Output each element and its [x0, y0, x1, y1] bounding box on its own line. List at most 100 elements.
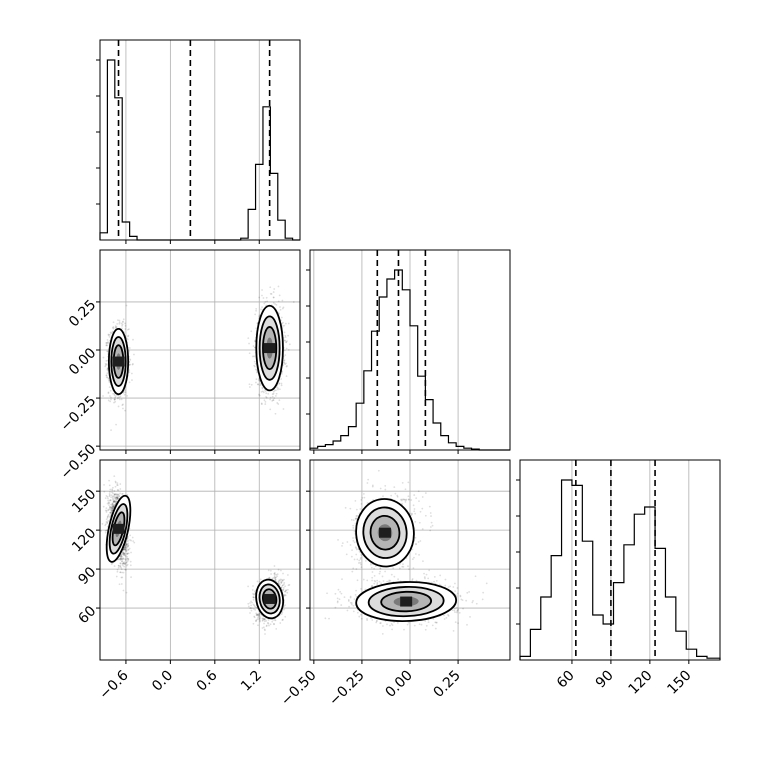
sample-point [113, 394, 116, 397]
sample-point [287, 322, 290, 325]
sample-point [258, 394, 261, 397]
sample-point [275, 389, 277, 392]
sample-point [107, 378, 110, 380]
sample-point [122, 551, 125, 554]
sample-point [122, 562, 125, 565]
sample-point [113, 398, 116, 401]
sample-point [131, 379, 133, 381]
sample-point [273, 619, 276, 621]
sample-point [126, 552, 129, 555]
sample-point [263, 620, 266, 623]
sample-point [124, 324, 127, 327]
sample-point [104, 524, 107, 527]
sample-point [113, 401, 115, 404]
sample-point [105, 363, 108, 366]
sample-point [126, 553, 129, 555]
sample-point [265, 392, 268, 395]
sample-point [105, 523, 107, 526]
sample-point [273, 622, 275, 625]
sample-point [114, 480, 117, 483]
sample-point [120, 322, 123, 325]
sample-point [261, 289, 263, 291]
sample-point [116, 484, 119, 487]
sample-point [111, 488, 113, 491]
panel-frame [99, 39, 301, 241]
density-panel-0-1: −0.50−0.250.000.25 [58, 249, 301, 483]
sample-point [116, 497, 119, 500]
sample-point [122, 553, 124, 556]
sample-point [122, 407, 124, 410]
sample-point [116, 484, 118, 486]
histogram-panel-1 [306, 249, 511, 454]
sample-point [280, 382, 283, 385]
sample-point [258, 617, 261, 620]
sample-point [132, 540, 135, 543]
sample-point [112, 492, 114, 495]
sample-point [283, 331, 286, 334]
sample-point [283, 324, 286, 327]
sample-point [122, 562, 125, 565]
sample-point [112, 499, 115, 502]
sample-point [115, 326, 117, 329]
sample-point [114, 485, 117, 488]
sample-point [110, 429, 112, 431]
sample-point [108, 501, 111, 504]
sample-point [278, 382, 281, 385]
sample-point [273, 573, 276, 576]
sample-point [127, 552, 130, 555]
sample-point [128, 381, 131, 384]
sample-point [129, 534, 132, 537]
sample-point [270, 293, 273, 295]
sample-point [104, 529, 107, 532]
density-core [112, 356, 125, 367]
sample-point [114, 499, 116, 502]
sample-point [256, 614, 259, 616]
sample-point [282, 589, 284, 591]
sample-point [281, 299, 284, 302]
sample-point [284, 354, 287, 357]
sample-point [130, 372, 133, 375]
sample-point [114, 326, 117, 329]
sample-point [261, 294, 263, 297]
sample-point [282, 572, 284, 575]
sample-point [106, 502, 109, 505]
sample-point [122, 562, 125, 565]
sample-point [117, 405, 120, 408]
sample-point [125, 546, 128, 548]
sample-point [129, 560, 132, 563]
sample-point [109, 491, 111, 493]
sample-point [263, 622, 265, 625]
sample-point [114, 497, 117, 500]
sample-point [111, 507, 114, 510]
sample-point [124, 548, 127, 551]
sample-point [113, 398, 116, 401]
sample-point [124, 391, 127, 394]
sample-point [123, 553, 126, 555]
sample-point [264, 300, 267, 303]
sample-point [107, 377, 110, 380]
sample-point [107, 513, 110, 516]
sample-point [280, 378, 283, 380]
sample-point [265, 396, 268, 399]
sample-point [131, 363, 134, 366]
sample-point [128, 358, 131, 360]
sample-point [111, 330, 114, 333]
sample-point [122, 552, 124, 555]
sample-point [113, 493, 116, 496]
sample-point [102, 505, 105, 508]
sample-point [284, 363, 287, 366]
sample-point [259, 616, 262, 618]
sample-point [116, 496, 118, 499]
x-tick-label: 60 [554, 668, 578, 692]
sample-point [115, 496, 117, 499]
sample-point [119, 557, 122, 560]
sample-point [127, 542, 130, 545]
sample-point [125, 561, 128, 564]
sample-point [257, 383, 260, 386]
sample-point [110, 494, 113, 497]
sample-point [249, 612, 251, 614]
sample-point [110, 506, 113, 509]
sample-point [106, 521, 109, 524]
sample-point [108, 333, 111, 336]
sample-point [286, 340, 288, 343]
